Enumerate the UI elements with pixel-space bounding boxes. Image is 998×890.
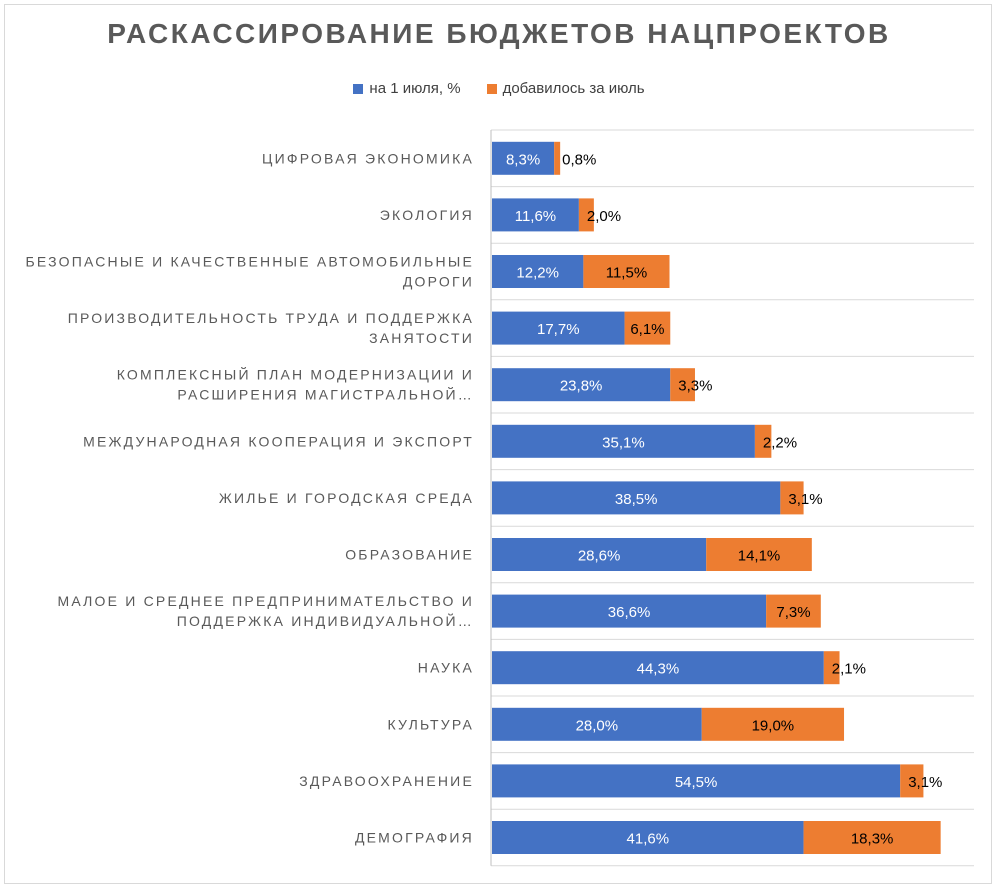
- data-label-series2: 11,5%: [606, 265, 647, 282]
- bar-series1: [492, 821, 804, 854]
- chart-title: РАСКАССИРОВАНИЕ БЮДЖЕТОВ НАЦПРОЕКТОВ: [107, 18, 891, 49]
- category-label: ПРОИЗВОДИТЕЛЬНОСТЬ ТРУДА И ПОДДЕРЖКА ЗАНЯ…: [68, 310, 474, 346]
- data-label-series2: 14,1%: [738, 548, 781, 565]
- bar-series2: [554, 141, 561, 175]
- data-label-series1: 17,7%: [537, 321, 580, 338]
- data-label-series1: 38,5%: [615, 491, 658, 508]
- data-label-series2: 3,1%: [908, 774, 942, 791]
- bar-series2: [578, 198, 594, 232]
- legend-label-series1: на 1 июля, %: [369, 80, 461, 97]
- bar-series1: [492, 707, 702, 741]
- data-label-series2: 3,3%: [678, 378, 712, 395]
- data-label-series2: 19,0%: [752, 717, 795, 734]
- bar-series1: [492, 368, 671, 402]
- bar-series2: [780, 481, 804, 515]
- data-label-series1: 23,8%: [560, 378, 603, 395]
- category-label: КОМПЛЕКСНЫЙ ПЛАН МОДЕРНИЗАЦИИ И РАСШИРЕНИ…: [117, 366, 474, 403]
- data-label-series2: 2,0%: [587, 208, 621, 225]
- data-label-series1: 41,6%: [627, 831, 670, 848]
- data-label-series1: 8,3%: [506, 151, 540, 168]
- bar-series2: [624, 311, 671, 345]
- data-label-series1: 12,2%: [516, 265, 559, 282]
- legend-swatch-series1: [353, 83, 364, 94]
- legend-label-series2: добавилось за июль: [502, 80, 645, 97]
- category-label: ДЕМОГРАФИЯ: [355, 830, 474, 846]
- bar-series1: [492, 651, 824, 685]
- bar-series2: [701, 707, 845, 741]
- bar-series2: [754, 424, 772, 458]
- category-label: ЗДРАВООХРАНЕНИЕ: [299, 773, 474, 789]
- bar-series1: [492, 141, 555, 175]
- bar-series2: [706, 538, 812, 571]
- bar-series1: [492, 255, 584, 288]
- data-label-series1: 11,6%: [515, 208, 556, 225]
- category-label: КУЛЬТУРА: [388, 716, 475, 732]
- data-label-series1: 28,6%: [578, 548, 621, 565]
- category-label: МАЛОЕ И СРЕДНЕЕ ПРЕДПРИНИМАТЕЛЬСТВО И ПОД…: [57, 593, 474, 629]
- legend-item-series2: добавилось за июль: [486, 80, 645, 97]
- data-label-series2: 7,3%: [776, 604, 810, 621]
- bar-series1: [492, 424, 755, 458]
- category-label: ОБРАЗОВАНИЕ: [345, 547, 474, 563]
- data-label-series1: 54,5%: [675, 774, 718, 791]
- bar-series2: [803, 821, 941, 854]
- data-label-series1: 44,3%: [637, 661, 680, 678]
- bar-series1: [492, 764, 901, 798]
- data-label-series2: 2,2%: [763, 434, 797, 451]
- bar-series1: [492, 538, 707, 571]
- data-label-series2: 2,1%: [832, 661, 866, 678]
- category-label: НАУКА: [418, 660, 474, 676]
- category-label: ЖИЛЬЕ И ГОРОДСКАЯ СРЕДА: [219, 490, 474, 506]
- category-label: БЕЗОПАСНЫЕ И КАЧЕСТВЕННЫЕ АВТОМОБИЛЬНЫЕ Д…: [26, 254, 474, 290]
- bar-series1: [492, 311, 625, 345]
- data-label-series1: 35,1%: [602, 434, 645, 451]
- bar-series1: [492, 481, 781, 515]
- data-label-series1: 28,0%: [576, 717, 619, 734]
- legend: на 1 июля, % добавилось за июль: [0, 80, 998, 97]
- legend-swatch-series2: [486, 83, 497, 94]
- data-label-series1: 36,6%: [608, 604, 651, 621]
- legend-item-series1: на 1 июля, %: [353, 80, 461, 97]
- data-label-series2: 18,3%: [851, 831, 894, 848]
- bar-series2: [900, 764, 924, 798]
- bar-series2: [823, 651, 840, 685]
- data-label-series2: 0,8%: [562, 151, 596, 168]
- bar-series2: [583, 255, 670, 288]
- bar-series2: [670, 368, 695, 402]
- data-label-series2: 6,1%: [630, 321, 664, 338]
- bar-series2: [766, 594, 821, 628]
- bar-series1: [492, 198, 579, 232]
- category-label: МЕЖДУНАРОДНАЯ КООПЕРАЦИЯ И ЭКСПОРТ: [83, 433, 474, 449]
- data-label-series2: 3,1%: [788, 491, 822, 508]
- category-label: ЦИФРОВАЯ ЭКОНОМИКА: [262, 150, 474, 166]
- bar-series1: [492, 594, 767, 628]
- category-label: ЭКОЛОГИЯ: [380, 207, 474, 223]
